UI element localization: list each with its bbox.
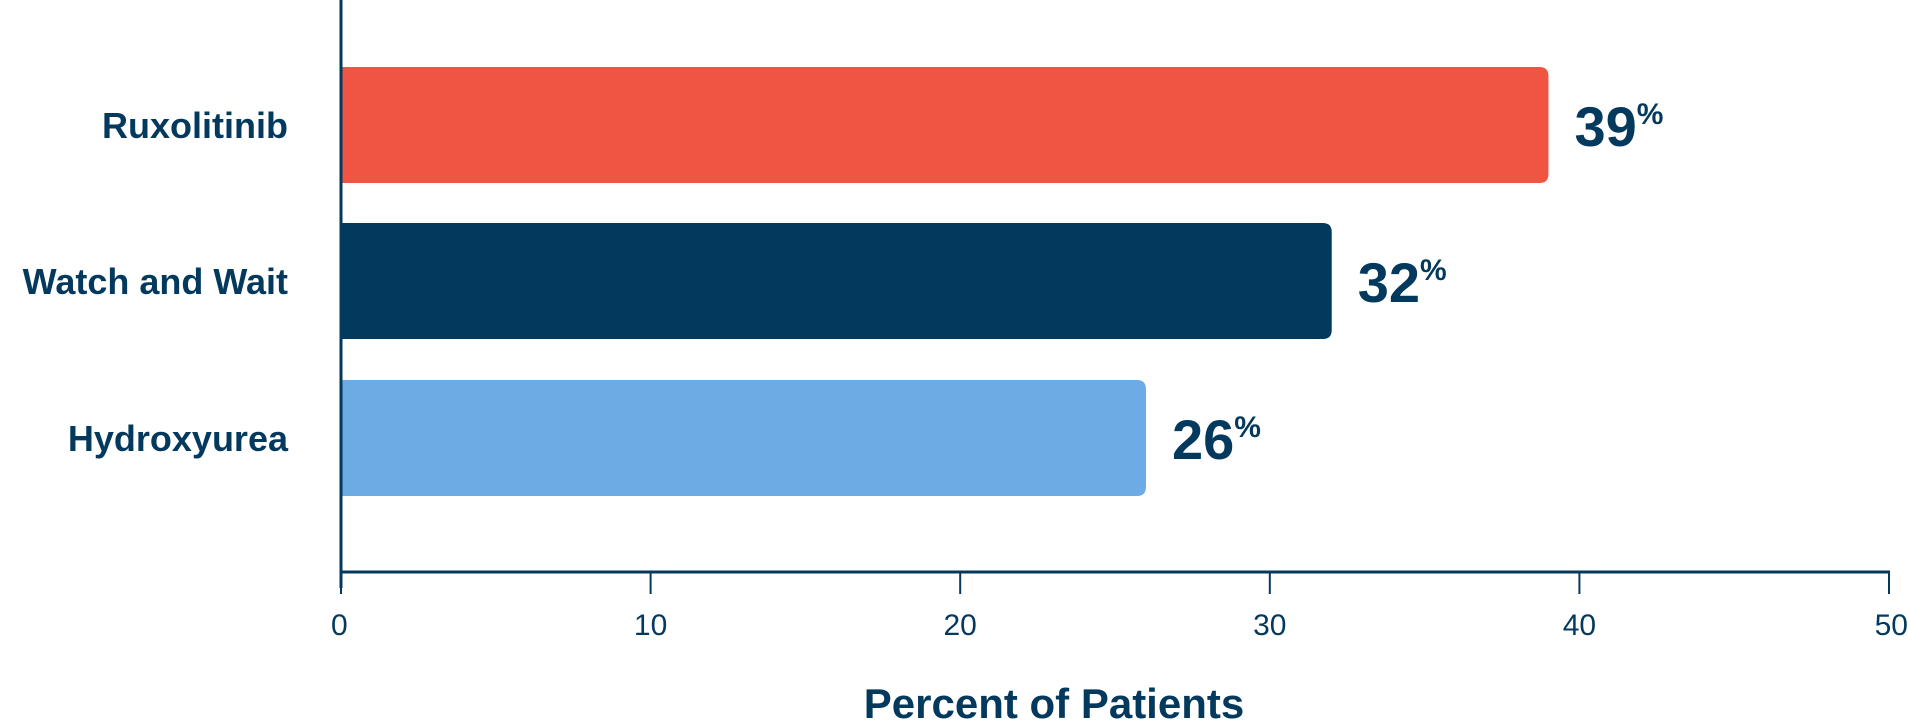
- category-label: Ruxolitinib: [102, 105, 288, 146]
- x-axis-ticks: 0 10 20 30 40 50: [331, 572, 1908, 642]
- bars-layer: [341, 67, 1549, 496]
- data-label: 39%: [1574, 95, 1663, 158]
- category-label: Watch and Wait: [23, 261, 288, 302]
- x-tick-label: 50: [1875, 609, 1908, 642]
- bar-ruxolitinib: [341, 67, 1549, 183]
- data-label-suffix: %: [1637, 98, 1664, 131]
- category-label: Hydroxyurea: [68, 418, 289, 459]
- x-axis-title: Percent of Patients: [864, 680, 1244, 720]
- data-label-value: 39: [1574, 95, 1636, 158]
- bar-hydroxyurea: [341, 380, 1146, 496]
- x-tick-label: 10: [634, 609, 667, 642]
- data-label-suffix: %: [1234, 411, 1261, 444]
- category-labels: Ruxolitinib Watch and Wait Hydroxyurea: [23, 105, 289, 459]
- bar-watch-and-wait: [341, 223, 1332, 339]
- x-tick-label: 0: [331, 609, 348, 642]
- x-tick-label: 30: [1253, 609, 1286, 642]
- data-label: 32%: [1358, 251, 1447, 314]
- data-labels: 39%32%26%: [1172, 95, 1663, 471]
- data-label-value: 32: [1358, 251, 1420, 314]
- data-label-value: 26: [1172, 408, 1234, 471]
- data-label-suffix: %: [1420, 254, 1447, 287]
- x-tick-label: 40: [1563, 609, 1596, 642]
- data-label: 26%: [1172, 408, 1261, 471]
- x-tick-label: 20: [944, 609, 977, 642]
